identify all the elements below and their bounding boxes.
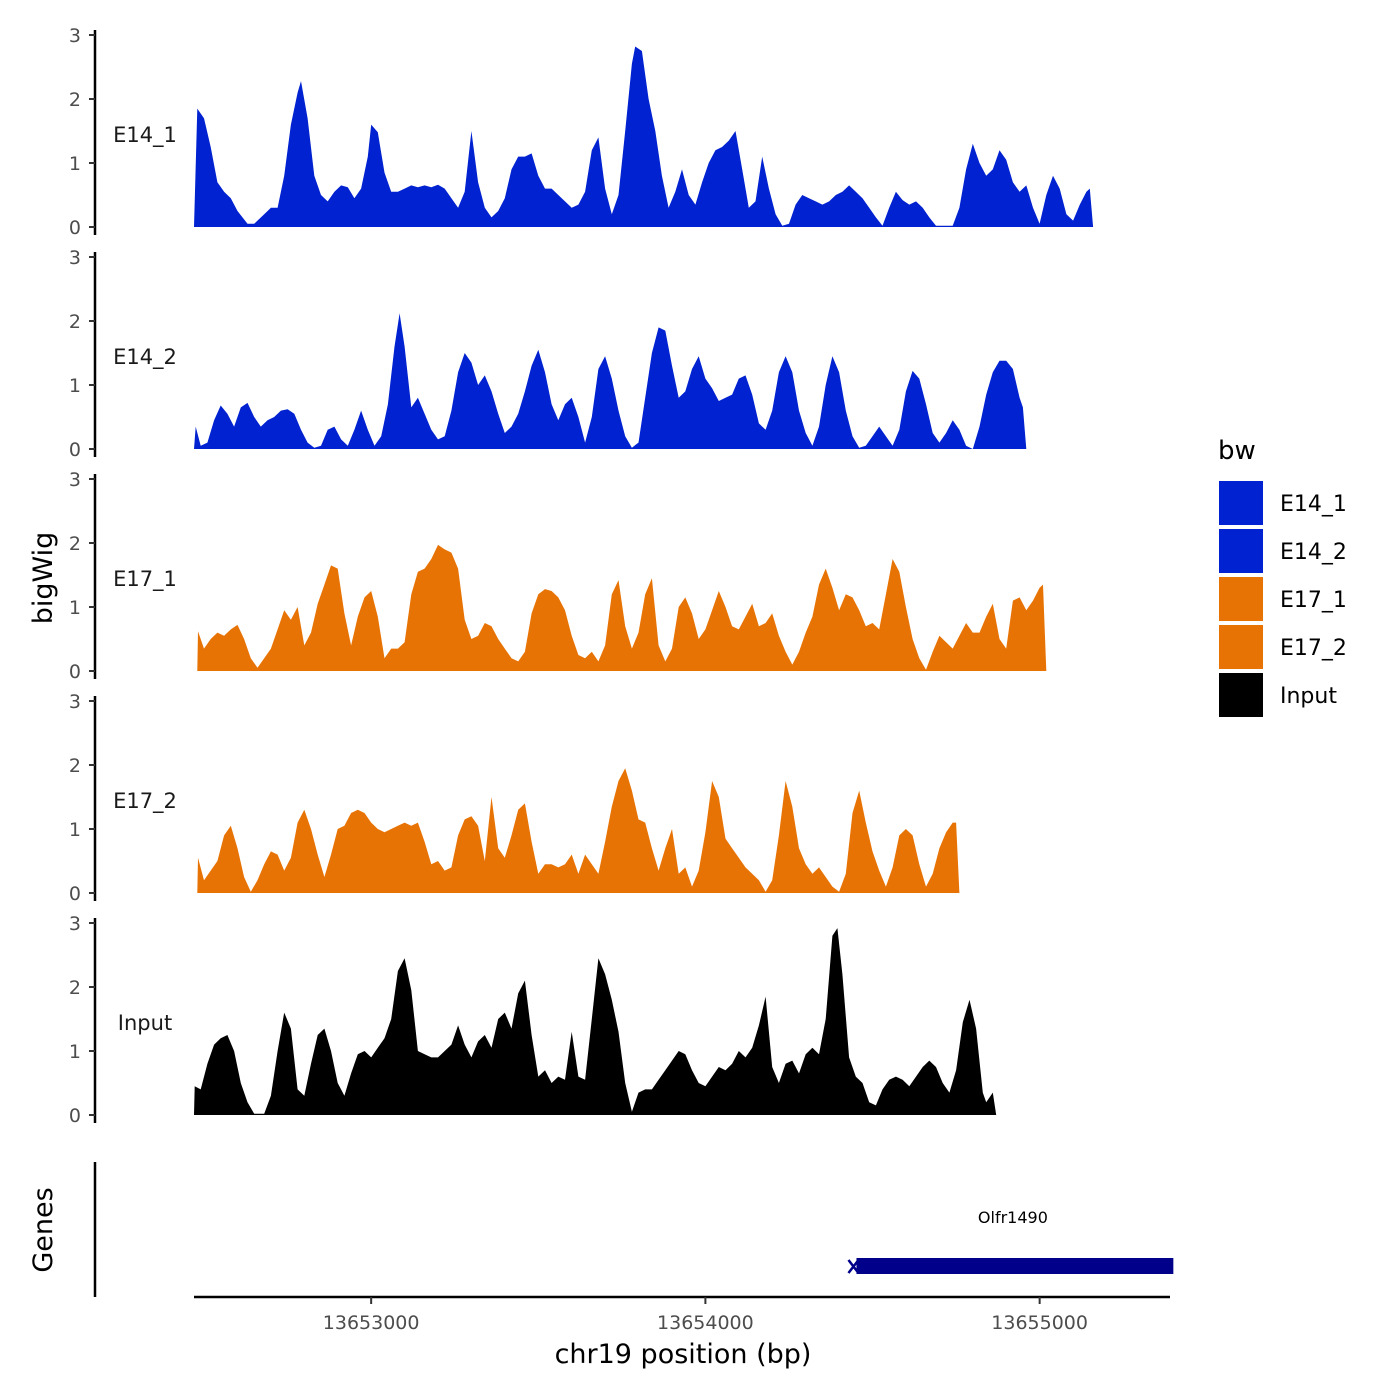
legend-item-E14_1: E14_1 bbox=[1217, 479, 1347, 527]
y-axis-title: bigWig bbox=[28, 532, 59, 625]
legend-item-E17_2: E17_2 bbox=[1217, 623, 1347, 671]
signal-area-E14_2 bbox=[194, 313, 1027, 449]
y-tick-label: 3 bbox=[69, 913, 81, 935]
genes-panel: Olfr1490 bbox=[93, 1162, 1174, 1297]
track-label: Input bbox=[118, 1011, 172, 1035]
x-tick-label: 13654000 bbox=[657, 1312, 754, 1334]
legend-swatch bbox=[1217, 671, 1265, 719]
track-E17_1: 0 1 2 3 E17_1 bbox=[69, 469, 1047, 683]
y-tick-label: 0 bbox=[69, 1105, 81, 1127]
y-tick-label: 1 bbox=[69, 1041, 81, 1063]
y-tick-label: 2 bbox=[69, 755, 81, 777]
y-tick-label: 2 bbox=[69, 533, 81, 555]
legend-label: E14_2 bbox=[1280, 540, 1347, 565]
legend-item-Input: Input bbox=[1217, 671, 1337, 719]
x-tick-label: 13655000 bbox=[991, 1312, 1088, 1334]
gene-Olfr1490: Olfr1490 bbox=[847, 1208, 1174, 1274]
y-tick-label: 0 bbox=[69, 661, 81, 683]
legend-item-E17_1: E17_1 bbox=[1217, 575, 1347, 623]
y-tick-label: 1 bbox=[69, 819, 81, 841]
x-axis: 13653000 13654000 13655000 bbox=[194, 1295, 1170, 1334]
y-tick-label: 0 bbox=[69, 217, 81, 239]
legend-swatch bbox=[1217, 479, 1265, 527]
legend-label: Input bbox=[1280, 684, 1337, 709]
legend-swatch bbox=[1217, 527, 1265, 575]
y-tick-label: 3 bbox=[69, 247, 81, 269]
x-axis-title: chr19 position (bp) bbox=[555, 1339, 812, 1370]
signal-area-E14_1 bbox=[194, 46, 1094, 227]
y-tick-label: 2 bbox=[69, 977, 81, 999]
track-label: E17_2 bbox=[113, 789, 177, 814]
y-tick-label: 3 bbox=[69, 469, 81, 491]
y-tick-label: 0 bbox=[69, 439, 81, 461]
legend-item-E14_2: E14_2 bbox=[1217, 527, 1347, 575]
track-E17_2: 0 1 2 3 E17_2 bbox=[69, 691, 960, 905]
legend-swatch bbox=[1217, 623, 1265, 671]
y-tick-label: 1 bbox=[69, 597, 81, 619]
signal-area-Input bbox=[194, 928, 997, 1115]
track-label: E14_2 bbox=[113, 345, 177, 370]
genes-axis-title: Genes bbox=[28, 1187, 59, 1272]
signal-area-E17_1 bbox=[197, 544, 1047, 671]
x-tick-label: 13653000 bbox=[323, 1312, 420, 1334]
y-tick-label: 2 bbox=[69, 89, 81, 111]
legend-label: E14_1 bbox=[1280, 492, 1347, 517]
gene-body bbox=[856, 1258, 1174, 1274]
y-tick-label: 0 bbox=[69, 883, 81, 905]
track-E14_2: 0 1 2 3 E14_2 bbox=[69, 247, 1027, 461]
gene-label: Olfr1490 bbox=[978, 1208, 1048, 1227]
legend-label: E17_2 bbox=[1280, 636, 1347, 661]
y-tick-label: 3 bbox=[69, 691, 81, 713]
track-label: E17_1 bbox=[113, 567, 177, 592]
legend: bw E14_1 E14_2 E17_1 E17_2 Input bbox=[1217, 436, 1347, 719]
signal-area-E17_2 bbox=[197, 768, 960, 893]
strand-arrow-icon bbox=[847, 1259, 860, 1274]
y-tick-label: 2 bbox=[69, 311, 81, 333]
legend-label: E17_1 bbox=[1280, 588, 1347, 613]
tracks-layer: 0 1 2 3 E14_1 0 1 2 3 E14_2 0 1 2 3 E17_1 0 1 2 3 E17_2 0 1 2 3… bbox=[69, 25, 1094, 1127]
legend-title: bw bbox=[1218, 436, 1256, 466]
y-tick-label: 1 bbox=[69, 153, 81, 175]
legend-swatch bbox=[1217, 575, 1265, 623]
y-tick-label: 1 bbox=[69, 375, 81, 397]
track-E14_1: 0 1 2 3 E14_1 bbox=[69, 25, 1094, 239]
track-Input: 0 1 2 3 Input bbox=[69, 913, 997, 1127]
y-tick-label: 3 bbox=[69, 25, 81, 47]
track-label: E14_1 bbox=[113, 123, 177, 148]
